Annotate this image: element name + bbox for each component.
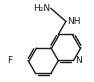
Text: N: N bbox=[75, 56, 82, 65]
Text: NH: NH bbox=[67, 17, 81, 26]
Text: F: F bbox=[7, 56, 12, 65]
Text: H₂N: H₂N bbox=[33, 4, 50, 13]
